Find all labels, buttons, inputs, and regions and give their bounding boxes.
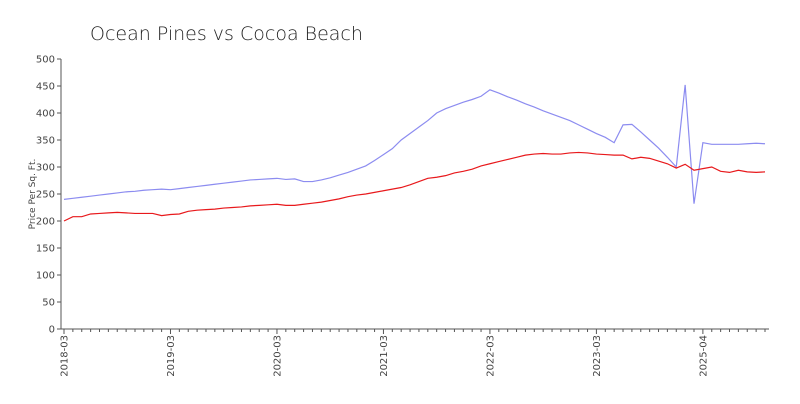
y-tick-label: 200: [36, 217, 55, 228]
y-tick-label: 100: [36, 271, 55, 282]
chart-title: Ocean Pines vs Cocoa Beach: [90, 23, 363, 45]
x-tick-label: 2022-03: [485, 335, 496, 377]
y-tick-label: 500: [36, 55, 55, 66]
series-line: [63, 151, 766, 222]
x-tick-label: 2020-03: [272, 335, 283, 377]
x-tick-label: 2023-03: [592, 335, 603, 377]
x-tick-label: 2021-03: [379, 335, 390, 377]
x-tick-label: 2025-04: [698, 335, 709, 377]
y-tick-label: 0: [49, 325, 55, 336]
y-tick-label: 400: [36, 109, 55, 120]
y-tick-label: 50: [42, 298, 55, 309]
x-tick-label: 2019-03: [166, 335, 177, 377]
y-tick-label: 150: [36, 244, 55, 255]
y-tick-label: 250: [36, 190, 55, 201]
x-tick-label: 2018-03: [60, 335, 71, 377]
y-tick-label: 300: [36, 163, 55, 174]
series-line: [63, 84, 766, 204]
y-tick-label: 450: [36, 82, 55, 93]
y-axis-label: Price Per Sq. Ft.: [28, 159, 38, 230]
y-tick-label: 350: [36, 136, 55, 147]
